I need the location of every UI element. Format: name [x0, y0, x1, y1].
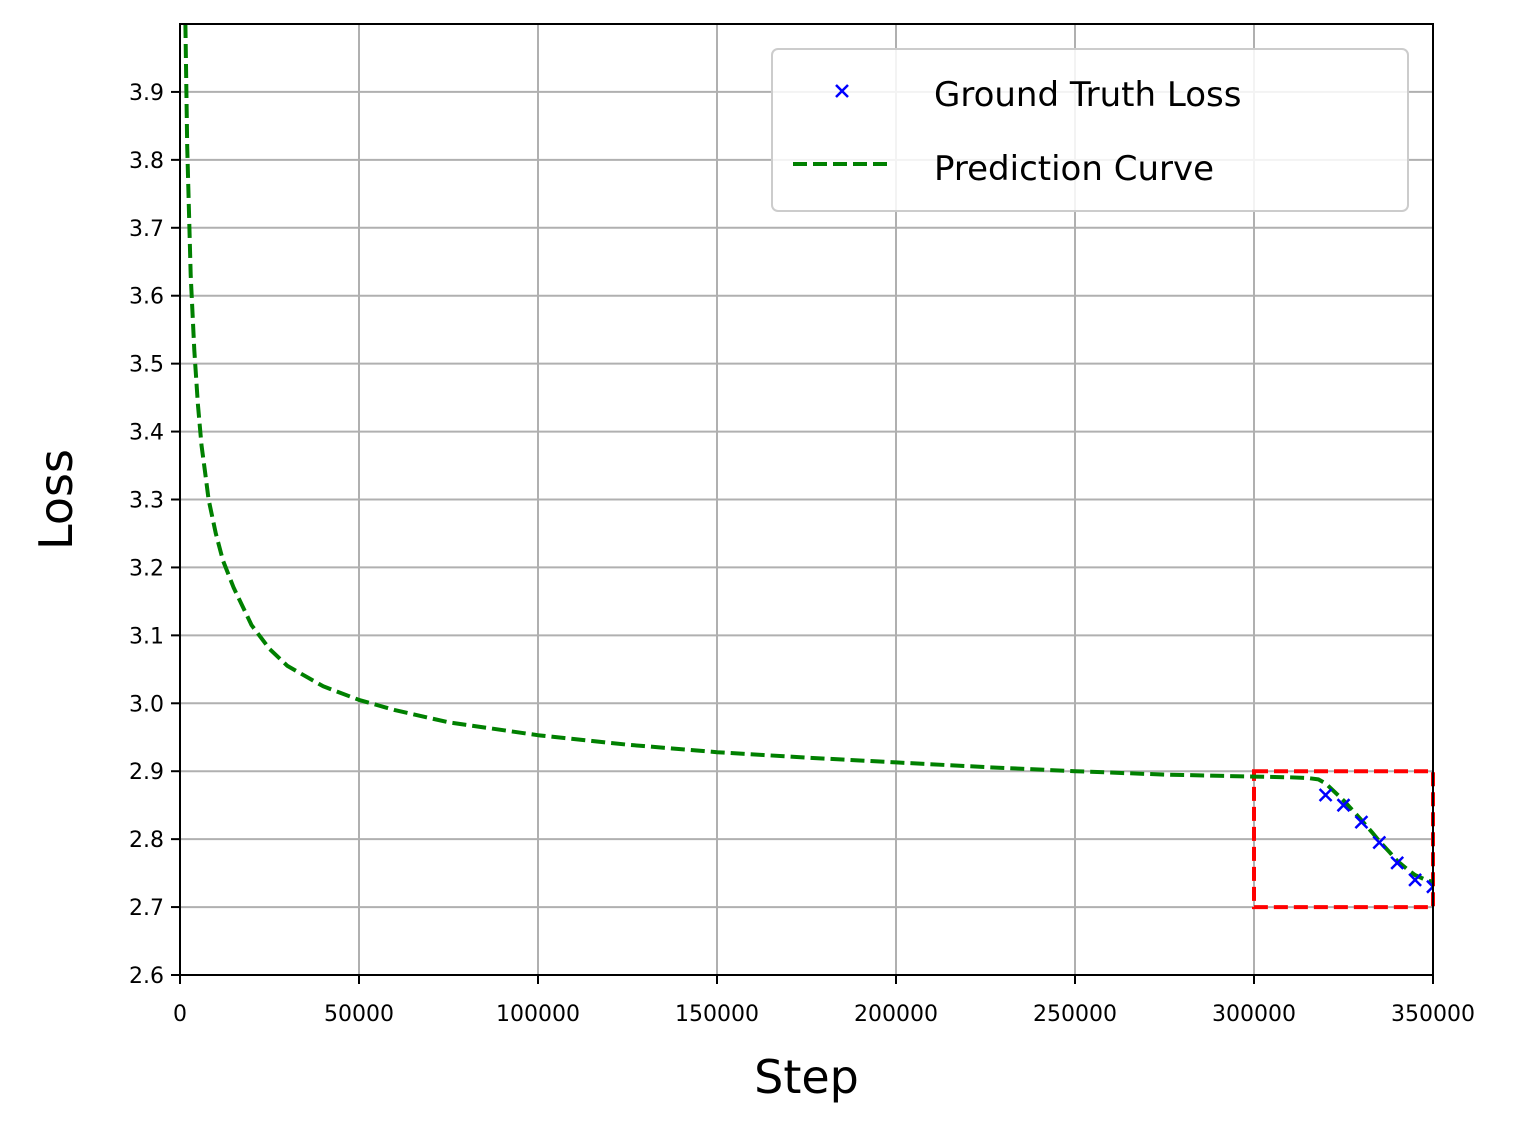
- y-tick-label-11: 3.7: [129, 217, 164, 242]
- x-tick-label-3: 150000: [675, 1002, 759, 1027]
- x-tick-label-4: 200000: [854, 1002, 938, 1027]
- prediction-curve-line: [183, 24, 1433, 884]
- x-tick-label-6: 300000: [1212, 1002, 1296, 1027]
- y-axis-label: Loss: [29, 449, 83, 550]
- ground-truth-point-0: [1318, 788, 1333, 802]
- y-tick-label-5: 3.1: [129, 624, 164, 649]
- y-tick-label-12: 3.8: [129, 149, 164, 174]
- y-tick-label-6: 3.2: [129, 556, 164, 581]
- y-tick-label-2: 2.8: [129, 828, 164, 853]
- ground-truth-points: [1318, 788, 1433, 894]
- ground-truth-point-4: [1390, 856, 1405, 870]
- ground-truth-point-1: [1336, 798, 1351, 813]
- legend-x-glyph: [835, 84, 849, 98]
- y-tick-label-1: 2.7: [129, 896, 164, 921]
- y-tick-label-7: 3.3: [129, 489, 164, 514]
- ground-truth-point-3: [1372, 835, 1387, 850]
- y-tick-label-4: 3.0: [129, 692, 164, 717]
- series-layer: [183, 24, 1433, 894]
- x-axis-label: Step: [754, 1050, 859, 1104]
- ground-truth-point-6: [1426, 879, 1433, 894]
- x-tick-label-2: 100000: [496, 1002, 580, 1027]
- ground-truth-point-5: [1408, 873, 1422, 887]
- legend: Ground Truth Loss Prediction Curve: [771, 48, 1409, 212]
- x-axis-ticks: 0 50000 100000 150000 200000 250000 300000 3500…: [173, 975, 1475, 1027]
- legend-box: [771, 48, 1409, 212]
- x-tick-label-5: 250000: [1033, 1002, 1117, 1027]
- legend-label-prediction: Prediction Curve: [934, 149, 1214, 189]
- y-tick-label-10: 3.6: [129, 285, 164, 310]
- legend-marker-ground-truth: [835, 84, 849, 98]
- x-tick-label-0: 0: [173, 1002, 187, 1027]
- y-tick-label-8: 3.4: [129, 421, 164, 446]
- ground-truth-point-2: [1354, 815, 1369, 830]
- x-tick-label-1: 50000: [324, 1002, 394, 1027]
- y-axis-ticks: 2.6 2.7 2.8 2.9 3.0 3.1 3.2 3.3 3.4 3.5 3.6 3.7 3.8 3…: [129, 81, 180, 989]
- y-tick-label-9: 3.5: [129, 353, 164, 378]
- legend-label-ground-truth: Ground Truth Loss: [934, 75, 1241, 115]
- y-tick-label-0: 2.6: [129, 964, 164, 989]
- x-tick-label-7: 350000: [1391, 1002, 1475, 1027]
- y-tick-label-13: 3.9: [129, 81, 164, 106]
- y-tick-label-3: 2.9: [129, 760, 164, 785]
